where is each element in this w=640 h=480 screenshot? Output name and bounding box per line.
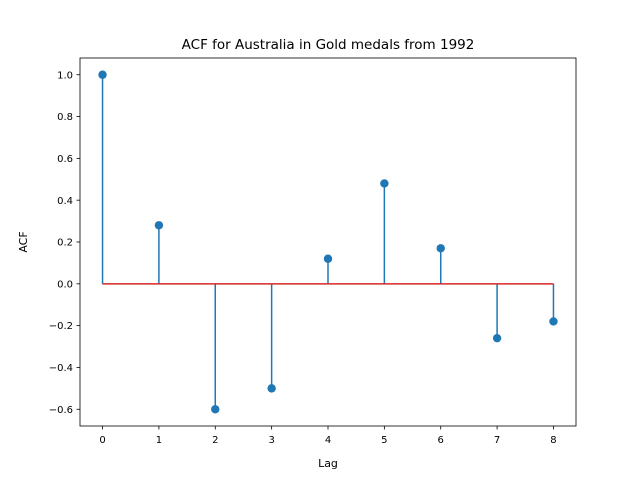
axes-frame xyxy=(79,57,577,427)
y-tick-label-6: 0.6 xyxy=(57,154,73,165)
stem-marker-lag-1 xyxy=(154,221,164,230)
y-tick-label-8: 1.0 xyxy=(57,70,73,81)
y-tick-label-5: 0.4 xyxy=(57,196,73,207)
stem-marker-lag-3 xyxy=(267,384,276,393)
stem-marker-lag-2 xyxy=(211,405,220,414)
y-axis: −0.6 −0.4 −0.2 0.0 0.2 0.4 0.6 0.8 1.0 xyxy=(49,70,80,416)
y-tick-label-3: 0.0 xyxy=(57,279,73,290)
y-axis-label: ACF xyxy=(17,231,30,252)
x-tick-label-1: 1 xyxy=(156,435,162,446)
stem-marker-lag-4 xyxy=(323,254,333,263)
stem-marker-lag-8 xyxy=(549,317,558,326)
x-axis-label: Lag xyxy=(318,457,338,470)
stem-marker-lag-0 xyxy=(98,70,107,79)
y-tick-label-2: −0.2 xyxy=(49,321,73,332)
x-tick-label-2: 2 xyxy=(212,435,218,446)
y-tick-label-4: 0.2 xyxy=(57,238,73,249)
x-tick-label-4: 4 xyxy=(325,435,331,446)
y-tick-label-1: −0.4 xyxy=(49,363,73,374)
stem-marker-lag-5 xyxy=(380,179,389,188)
x-tick-label-7: 7 xyxy=(494,435,500,446)
x-tick-label-6: 6 xyxy=(438,435,444,446)
plot-area xyxy=(98,70,558,414)
x-tick-label-8: 8 xyxy=(550,435,556,446)
x-tick-label-5: 5 xyxy=(381,435,387,446)
stem-marker-lag-6 xyxy=(436,244,445,253)
x-axis: 0 1 2 3 4 5 6 7 8 xyxy=(99,426,557,446)
y-tick-label-7: 0.8 xyxy=(57,112,73,123)
x-tick-label-0: 0 xyxy=(99,435,105,446)
chart-title: ACF for Australia in Gold medals from 19… xyxy=(182,37,475,53)
stem-marker-lag-7 xyxy=(492,333,502,343)
y-tick-label-0: −0.6 xyxy=(49,405,73,416)
x-tick-label-3: 3 xyxy=(268,435,274,446)
